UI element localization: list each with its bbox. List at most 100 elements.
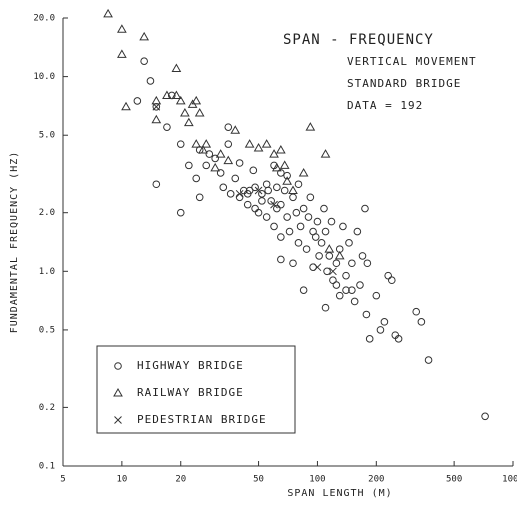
x-tick-label: 200 bbox=[368, 475, 384, 485]
data-point bbox=[151, 95, 162, 105]
data-point bbox=[277, 255, 285, 264]
data-point bbox=[219, 183, 228, 192]
y-tick-label: 10.0 bbox=[33, 72, 55, 82]
x-tick-label: 1000 bbox=[502, 475, 517, 485]
data-point bbox=[296, 222, 305, 231]
data-point bbox=[249, 166, 258, 175]
x-tick-label: 500 bbox=[446, 475, 462, 485]
data-point bbox=[412, 308, 421, 316]
data-point bbox=[231, 174, 240, 183]
y-tick-label: 2.0 bbox=[39, 208, 55, 218]
data-point bbox=[215, 149, 226, 158]
data-point bbox=[298, 167, 309, 177]
data-point bbox=[277, 233, 285, 241]
x-tick-label: 10 bbox=[116, 475, 127, 485]
data-point bbox=[335, 245, 344, 253]
data-point bbox=[267, 197, 275, 205]
data-point bbox=[356, 281, 364, 289]
data-point bbox=[192, 174, 201, 183]
y-tick-label: 0.2 bbox=[39, 403, 55, 413]
data-point bbox=[345, 239, 353, 247]
data-point bbox=[251, 183, 259, 192]
data-point bbox=[195, 193, 204, 201]
data-point bbox=[332, 281, 341, 289]
data-point bbox=[321, 227, 330, 236]
data-point bbox=[324, 244, 335, 253]
data-point bbox=[372, 291, 381, 300]
data-point bbox=[261, 139, 272, 148]
data-point bbox=[334, 250, 345, 260]
data-point bbox=[270, 222, 278, 231]
data-point bbox=[323, 267, 331, 276]
legend-marker bbox=[113, 387, 123, 397]
data-point bbox=[223, 155, 234, 165]
data-point bbox=[306, 193, 315, 201]
data-point bbox=[258, 197, 266, 205]
y-tick-label: 0.5 bbox=[39, 325, 55, 335]
data-point bbox=[140, 57, 148, 65]
data-point bbox=[317, 239, 326, 247]
data-point bbox=[251, 204, 259, 213]
data-point bbox=[384, 271, 392, 280]
data-point bbox=[269, 149, 279, 158]
data-point bbox=[254, 208, 263, 217]
y-tick-label: 0.1 bbox=[39, 462, 55, 472]
data-point bbox=[424, 356, 433, 364]
data-point bbox=[175, 95, 186, 105]
data-point bbox=[185, 161, 193, 170]
data-point bbox=[329, 267, 337, 276]
data-point bbox=[394, 335, 403, 343]
data-point bbox=[321, 304, 330, 312]
data-point bbox=[254, 186, 263, 195]
data-point bbox=[273, 183, 281, 192]
data-point bbox=[305, 122, 316, 131]
data-point bbox=[270, 200, 278, 209]
data-point bbox=[329, 276, 337, 284]
data-point bbox=[309, 227, 317, 236]
data-point bbox=[162, 90, 172, 99]
data-point bbox=[180, 108, 190, 117]
data-point bbox=[117, 49, 127, 58]
data-point bbox=[253, 142, 264, 152]
data-point bbox=[146, 77, 155, 85]
data-point bbox=[163, 123, 171, 131]
data-point bbox=[198, 144, 208, 154]
data-point bbox=[230, 125, 241, 134]
data-point bbox=[342, 286, 350, 294]
chart-title: SPAN - FREQUENCY bbox=[283, 32, 434, 48]
data-point bbox=[176, 140, 185, 148]
data-point bbox=[271, 162, 282, 172]
data-point bbox=[362, 310, 371, 319]
data-point bbox=[342, 271, 350, 280]
data-point bbox=[299, 286, 308, 294]
data-point bbox=[133, 97, 142, 105]
data-point bbox=[235, 159, 244, 167]
data-point bbox=[152, 102, 161, 111]
y-tick-label: 1.0 bbox=[39, 267, 55, 277]
data-point bbox=[275, 144, 286, 154]
data-point bbox=[194, 108, 205, 117]
data-point bbox=[309, 263, 317, 271]
x-axis-label: SPAN LENGTH (M) bbox=[287, 488, 392, 499]
data-point bbox=[280, 186, 289, 195]
legend-label: HIGHWAY BRIDGE bbox=[137, 359, 244, 372]
data-point bbox=[205, 150, 214, 158]
data-point bbox=[289, 259, 297, 267]
data-point bbox=[224, 140, 233, 148]
data-point bbox=[244, 139, 255, 148]
data-point bbox=[353, 227, 362, 236]
x-tick-label: 5 bbox=[60, 475, 65, 485]
legend-label: RAILWAY BRIDGE bbox=[137, 386, 244, 399]
data-point bbox=[210, 162, 221, 172]
data-point bbox=[224, 123, 233, 131]
data-point bbox=[304, 213, 313, 221]
data-point bbox=[285, 227, 294, 236]
data-point bbox=[171, 63, 182, 73]
data-point bbox=[262, 213, 271, 221]
data-point bbox=[313, 263, 322, 272]
data-point bbox=[313, 217, 322, 226]
data-point bbox=[235, 189, 244, 198]
y-tick-label: 20.0 bbox=[33, 14, 55, 24]
x-tick-label: 50 bbox=[253, 475, 264, 485]
